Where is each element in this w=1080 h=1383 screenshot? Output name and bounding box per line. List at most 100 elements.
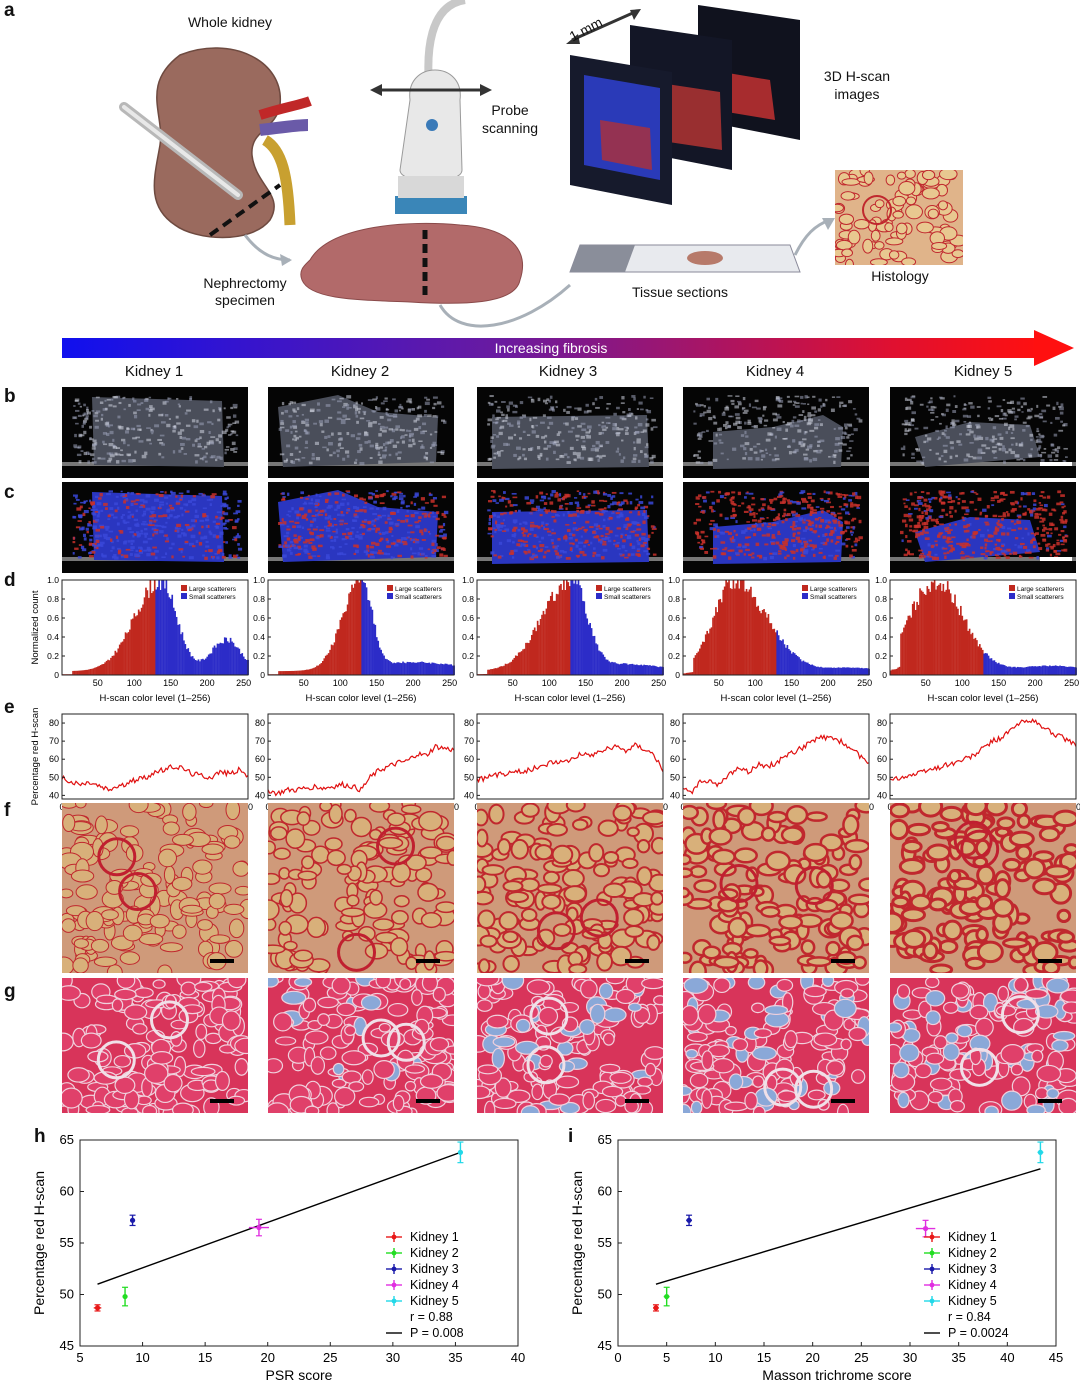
histogram-bar bbox=[377, 640, 380, 675]
histogram-bar bbox=[193, 658, 195, 675]
histogram-bar bbox=[162, 580, 165, 675]
hscan-histograms: 50 100 150 200 250 0 0.2 0.4 0.6 0.8 1.0 H-scan col… bbox=[30, 575, 1079, 704]
data-point-kidney-5 bbox=[457, 1141, 464, 1164]
panel-letter-e: e bbox=[4, 697, 15, 718]
histogram-bar bbox=[699, 648, 701, 675]
histogram-bar bbox=[825, 667, 828, 675]
histogram-bar bbox=[993, 660, 996, 675]
profile-y-tick: 50 bbox=[877, 772, 887, 782]
y-tick-label: 50 bbox=[598, 1287, 612, 1302]
histogram-bar bbox=[286, 671, 289, 675]
histogram-bar bbox=[691, 672, 694, 675]
legend-swatch-small bbox=[802, 593, 808, 599]
profile-y-tick: 70 bbox=[255, 736, 265, 746]
scale-bar bbox=[1040, 557, 1072, 561]
histogram-bar bbox=[1005, 666, 1007, 675]
histogram-bar bbox=[190, 656, 193, 675]
stat-p: P = 0.008 bbox=[410, 1326, 464, 1340]
histogram-bar bbox=[766, 617, 768, 675]
histogram-bar bbox=[1025, 666, 1028, 675]
histogram-bar bbox=[80, 670, 83, 675]
histogram-x-label: H-scan color level (1–256) bbox=[306, 693, 417, 704]
profile-y-tick: 60 bbox=[670, 754, 680, 764]
histogram-bar bbox=[245, 659, 248, 675]
scale-bar bbox=[625, 959, 649, 963]
histogram-y-tick: 1.0 bbox=[47, 575, 59, 585]
histogram-bar bbox=[203, 659, 206, 675]
histogram-bar bbox=[367, 600, 369, 675]
histogram-bar bbox=[429, 663, 432, 675]
histogram-bar bbox=[402, 661, 404, 675]
histogram-y-tick: 0.8 bbox=[875, 594, 887, 604]
histogram-bar bbox=[427, 662, 429, 675]
bmode-image-kidney-1 bbox=[62, 387, 248, 478]
histogram-bar bbox=[405, 663, 407, 675]
profile-x-tick: 20 bbox=[449, 802, 459, 812]
histogram-bar bbox=[289, 670, 292, 675]
histogram-frame bbox=[682, 579, 870, 676]
histogram-bar bbox=[917, 604, 920, 675]
histogram-x-tick: 150 bbox=[784, 678, 799, 688]
histogram-bar bbox=[324, 655, 327, 675]
histogram-bar bbox=[906, 620, 908, 675]
histogram-bar bbox=[981, 649, 984, 675]
data-point-kidney-2 bbox=[663, 1286, 670, 1307]
histogram-bar bbox=[114, 650, 117, 675]
histogram-bar bbox=[235, 647, 238, 675]
panel-letter-f: f bbox=[4, 800, 11, 821]
histogram-bar bbox=[615, 663, 618, 675]
histogram-bar bbox=[207, 654, 210, 675]
histogram-bar bbox=[767, 614, 770, 675]
histogram-bar bbox=[734, 588, 736, 675]
legend-swatch-large bbox=[596, 585, 602, 591]
hscan-image-kidney-4 bbox=[683, 482, 869, 573]
histogram-bar bbox=[860, 667, 863, 675]
label-tissue-sections: Tissue sections bbox=[632, 284, 728, 300]
histogram-bar bbox=[364, 582, 366, 675]
histogram-bar bbox=[895, 668, 898, 675]
psr-histology-kidney-4 bbox=[683, 803, 869, 973]
histogram-frame bbox=[267, 579, 455, 676]
scale-bar bbox=[625, 1099, 649, 1103]
histogram-bar bbox=[530, 634, 533, 675]
profile-y-tick: 40 bbox=[464, 790, 474, 800]
histogram-bar bbox=[999, 664, 1002, 675]
histogram-bar bbox=[342, 613, 345, 675]
histogram-bar bbox=[335, 633, 337, 675]
histogram-bar bbox=[1046, 666, 1048, 675]
hscan-image-kidney-1 bbox=[62, 482, 248, 573]
histogram-bar bbox=[316, 665, 318, 675]
legend-entry-kidney-5: Kidney 5 bbox=[386, 1294, 459, 1308]
histogram-x-label: H-scan color level (1–256) bbox=[515, 693, 626, 704]
legend-label: Kidney 1 bbox=[948, 1230, 997, 1244]
histogram-bar bbox=[239, 653, 242, 675]
histogram-bar bbox=[986, 653, 988, 675]
histogram-bar bbox=[621, 663, 624, 675]
histogram-bar bbox=[1032, 666, 1035, 675]
histogram-y-tick: 0.8 bbox=[47, 594, 59, 604]
histogram-bar bbox=[808, 664, 811, 675]
histogram-bar bbox=[285, 671, 288, 675]
histogram-bar bbox=[728, 580, 730, 675]
histogram-bar bbox=[183, 640, 185, 675]
histogram-bar bbox=[827, 667, 830, 675]
histogram-bar bbox=[503, 665, 505, 675]
histogram-bar bbox=[747, 591, 749, 675]
histogram-x-tick: 50 bbox=[93, 678, 103, 688]
x-tick-label: 5 bbox=[76, 1350, 83, 1365]
histogram-bar bbox=[907, 615, 910, 675]
histogram-bar bbox=[776, 630, 779, 675]
histogram-bar bbox=[421, 661, 423, 675]
histogram-bar bbox=[933, 580, 936, 675]
histogram-bar bbox=[701, 641, 704, 675]
histogram-bar bbox=[552, 600, 555, 675]
histogram-bar bbox=[593, 635, 596, 675]
histogram-bar bbox=[1030, 666, 1032, 675]
profile-y-tick: 50 bbox=[255, 772, 265, 782]
histogram-bar bbox=[282, 671, 285, 675]
histogram-bar bbox=[425, 662, 428, 675]
histogram-bar bbox=[780, 640, 783, 675]
histogram-bar bbox=[630, 664, 632, 675]
histogram-bar bbox=[142, 604, 144, 675]
arrow-to-specimen-icon bbox=[243, 234, 292, 266]
